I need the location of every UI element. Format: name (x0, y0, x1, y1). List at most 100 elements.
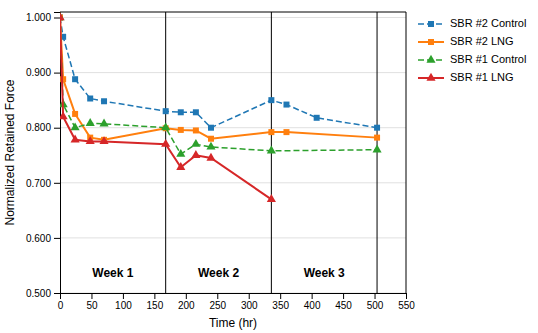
tick-mark (123, 293, 124, 299)
y-axis: 0.5000.6000.7000.8000.9001.000 (26, 12, 61, 298)
series-line (60, 18, 271, 200)
point (72, 76, 78, 82)
tick-label: 550 (398, 300, 415, 311)
tick: 0.500 (26, 288, 60, 299)
point (193, 109, 199, 115)
tick-mark (54, 183, 60, 184)
tick: 1.000 (26, 12, 60, 23)
grid-line (60, 237, 406, 238)
series-line (60, 18, 377, 140)
series-line (60, 18, 377, 155)
tick-label: 400 (304, 300, 321, 311)
point (208, 136, 214, 142)
tick: 500 (367, 293, 384, 311)
series (60, 12, 382, 157)
point (268, 129, 274, 135)
frame-line (406, 12, 407, 293)
tick-label: 0.500 (26, 288, 51, 299)
point (178, 127, 184, 133)
tick: 100 (115, 293, 132, 311)
point (268, 97, 274, 103)
y-axis-title: Normalized Retained Force (3, 79, 17, 225)
point (176, 162, 185, 170)
legend-item: SBR #2 LNG (418, 35, 514, 47)
annotation: Week 2 (198, 266, 239, 280)
point (283, 129, 289, 135)
legend-item: SBR #1 LNG (418, 71, 514, 83)
tick-mark (406, 293, 407, 299)
tick-mark (217, 293, 218, 299)
tick-mark (54, 18, 60, 19)
vertical-line (165, 12, 166, 293)
annotations: Week 1Week 2Week 3 (92, 266, 345, 280)
chart: 0501001502002503003504004505005500.5000.… (0, 0, 538, 333)
series (60, 12, 276, 202)
tick-label: 250 (209, 300, 226, 311)
legend-label: SBR #1 LNG (450, 71, 514, 83)
tick: 0.800 (26, 122, 60, 133)
tick: 250 (209, 293, 226, 311)
tick-mark (343, 293, 344, 299)
point (191, 139, 200, 147)
tick-label: 0.600 (26, 233, 51, 244)
point (86, 118, 95, 126)
tick: 0 (58, 293, 64, 311)
tick: 50 (86, 293, 98, 311)
point (60, 12, 65, 20)
tick-mark (186, 293, 187, 299)
legend-item: SBR #2 Control (418, 17, 526, 29)
tick: 150 (147, 293, 164, 311)
point (374, 135, 380, 141)
tick-label: 1.000 (26, 12, 51, 23)
point (267, 194, 276, 202)
tick-label: 150 (147, 300, 164, 311)
point (161, 139, 170, 147)
grid-line (60, 17, 406, 18)
tick-mark (54, 73, 60, 74)
tick-mark (154, 293, 155, 299)
tick-mark (54, 293, 60, 294)
tick: 350 (272, 293, 289, 311)
legend: SBR #2 Control SBR #2 LNG SBR #1 Control SB… (418, 17, 526, 83)
point (60, 111, 68, 119)
tick: 450 (335, 293, 352, 311)
axis-line (54, 13, 61, 294)
tick-mark (249, 293, 250, 299)
point (206, 153, 215, 161)
point (373, 144, 382, 152)
axis-line (61, 294, 407, 300)
point (99, 136, 108, 144)
legend-label: SBR #1 Control (450, 53, 526, 65)
legend-marker (426, 73, 435, 81)
point (60, 99, 68, 107)
tick-mark (54, 128, 60, 129)
tick: 550 (398, 293, 415, 311)
point (208, 125, 214, 131)
point (193, 127, 199, 133)
point (163, 108, 169, 114)
point (267, 146, 276, 154)
series (60, 15, 380, 131)
point (161, 122, 170, 130)
point (72, 111, 78, 117)
annotation: Week 1 (92, 266, 133, 280)
legend-label: SBR #2 Control (450, 17, 526, 29)
tick: 0.700 (26, 178, 60, 189)
legend-item: SBR #1 Control (418, 53, 526, 65)
point (191, 150, 200, 158)
plot: 0501001502002503003504004505005500.5000.… (26, 12, 415, 311)
series-line (60, 18, 377, 128)
grid-line (60, 182, 406, 183)
point (86, 136, 95, 144)
tick-label: 350 (272, 300, 289, 311)
point (87, 96, 93, 102)
point (206, 142, 215, 150)
tick-mark (91, 293, 92, 299)
point (178, 109, 184, 115)
grid (60, 18, 406, 293)
grid-line (60, 127, 406, 128)
x-axis-title: Time (hr) (209, 316, 257, 330)
legend-marker (428, 39, 434, 45)
tick-mark (375, 293, 376, 299)
tick-mark (312, 293, 313, 299)
